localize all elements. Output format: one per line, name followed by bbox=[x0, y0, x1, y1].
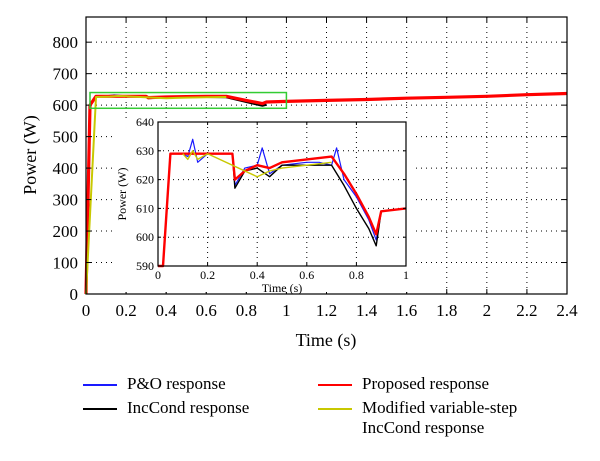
inset-x-tick-label: 0.6 bbox=[299, 268, 314, 282]
main-x-tick-label: 2.2 bbox=[516, 301, 537, 320]
legend-line-po bbox=[83, 384, 117, 386]
legend-line-inccond bbox=[83, 408, 117, 410]
inset-y-tick-label: 640 bbox=[136, 115, 154, 129]
main-y-tick-label: 600 bbox=[53, 96, 79, 115]
main-y-tick-label: 0 bbox=[70, 285, 79, 304]
main-x-tick-label: 0.8 bbox=[236, 301, 257, 320]
main-y-tick-label: 700 bbox=[53, 65, 79, 84]
legend-label-modified-line2: IncCond response bbox=[362, 418, 485, 437]
main-y-tick-label: 400 bbox=[53, 159, 79, 178]
inset-x-tick-label: 0.8 bbox=[349, 268, 364, 282]
main-x-tick-label: 0.2 bbox=[115, 301, 136, 320]
inset-x-axis-title: Time (s) bbox=[262, 281, 303, 295]
main-x-axis-title: Time (s) bbox=[296, 330, 357, 351]
inset-x-tick-label: 1 bbox=[403, 268, 409, 282]
inset-y-tick-label: 630 bbox=[136, 144, 154, 158]
inset-x-tick-label: 0.4 bbox=[250, 268, 265, 282]
main-x-tick-label: 0.4 bbox=[156, 301, 178, 320]
main-x-tick-label: 0 bbox=[82, 301, 91, 320]
main-x-tick-label: 1.8 bbox=[436, 301, 457, 320]
inset-chart: 0 0.2 0.4 0.6 0.8 1 590 600 610 620 630 640 Time (s)… bbox=[115, 115, 409, 295]
inset-y-tick-label: 620 bbox=[136, 173, 154, 187]
zoom-region-box bbox=[89, 91, 288, 110]
legend-line-modified bbox=[318, 408, 352, 410]
inset-series-p-o-response bbox=[158, 138, 407, 267]
inset-x-tick-label: 0 bbox=[155, 268, 161, 282]
main-series-modified-variable-step-inccond-response bbox=[85, 95, 227, 295]
main-y-tick-label: 500 bbox=[53, 128, 79, 147]
inset-plot-area bbox=[158, 122, 406, 266]
main-y-axis-title: Power (W) bbox=[20, 115, 41, 194]
main-y-tick-label: 800 bbox=[53, 33, 79, 52]
inset-axes-frame bbox=[157, 121, 407, 267]
inset-series-modified-variable-step-inccond-response bbox=[182, 150, 332, 178]
legend-label-proposed: Proposed response bbox=[362, 374, 490, 393]
inset-x-tick-label: 0.2 bbox=[200, 268, 215, 282]
main-y-tick-label: 300 bbox=[53, 191, 79, 210]
inset-y-axis-title: Power (W) bbox=[115, 168, 129, 221]
inset-y-tick-label: 590 bbox=[136, 259, 154, 273]
main-x-tick-label: 0.6 bbox=[196, 301, 217, 320]
inset-y-tick-label: 600 bbox=[136, 230, 154, 244]
main-x-tick-label: 1.4 bbox=[356, 301, 378, 320]
legend-line-proposed bbox=[318, 384, 352, 386]
main-x-tick-label: 1.2 bbox=[316, 301, 337, 320]
legend-label-modified: Modified variable-step bbox=[362, 398, 518, 417]
main-y-tick-label: 200 bbox=[53, 222, 79, 241]
inset-y-tick-label: 610 bbox=[136, 201, 154, 215]
main-x-tick-label: 1 bbox=[282, 301, 291, 320]
main-x-tick-label: 2 bbox=[483, 301, 492, 320]
main-y-tick-label: 100 bbox=[53, 254, 79, 273]
main-x-tick-label: 1.6 bbox=[396, 301, 417, 320]
main-x-tick-label: 2.4 bbox=[556, 301, 578, 320]
legend-label-po: P&O response bbox=[127, 374, 226, 393]
legend-label-inccond: IncCond response bbox=[127, 398, 250, 417]
